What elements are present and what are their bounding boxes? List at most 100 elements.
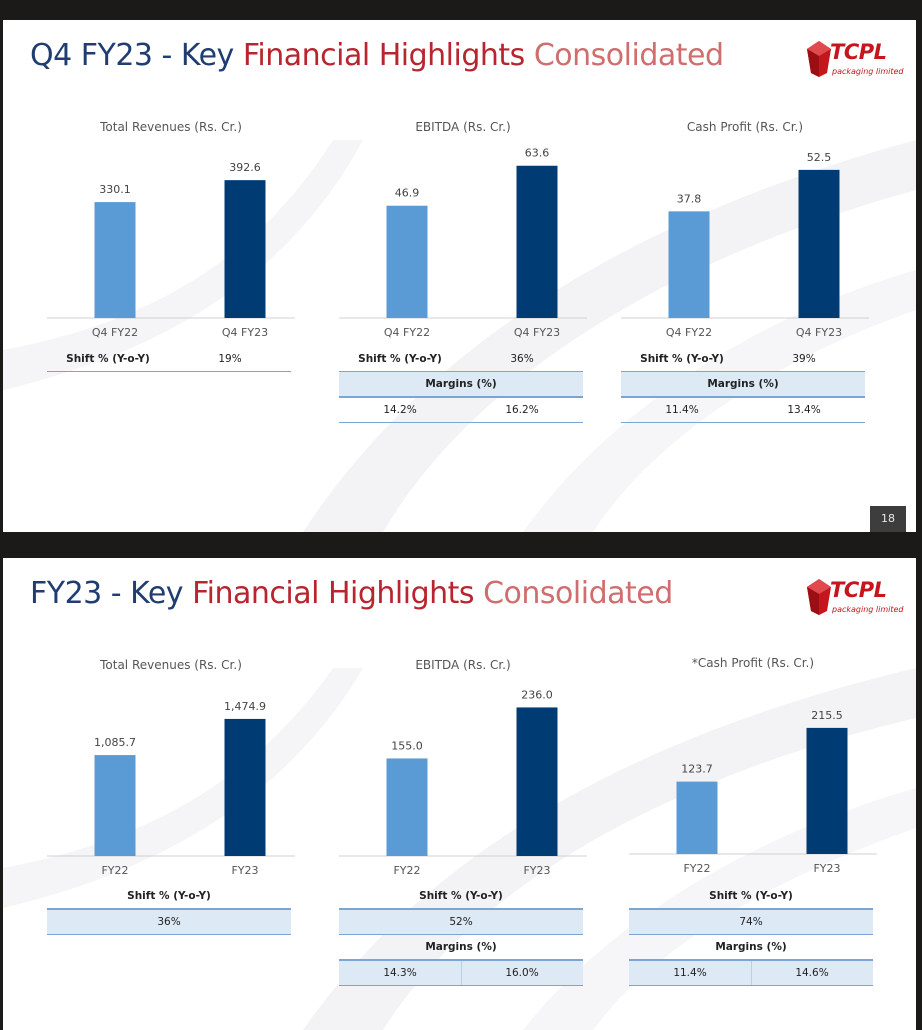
title-part-3: Consolidated bbox=[524, 38, 724, 73]
bar-chart-plot: 330.1 Q4 FY22 392.6 Q4 FY23 bbox=[47, 161, 295, 339]
value-label: 330.1 bbox=[99, 183, 131, 196]
bar-prior bbox=[676, 781, 718, 854]
chart-cash-profit-fy: 123.7 FY22 215.5 FY23 *Cash Profit (Rs. Cr.… bbox=[629, 656, 877, 896]
table-revenue-fy: Shift % (Y-o-Y) 36% bbox=[47, 884, 291, 935]
margins-header-row: Margins (%) bbox=[629, 935, 873, 961]
category-label: Q4 FY22 bbox=[384, 326, 430, 339]
title-part-1: FY23 - Key bbox=[30, 576, 193, 611]
logo-brand: TCPL bbox=[830, 578, 887, 602]
bar-chart-plot: 1,085.7 FY22 1,474.9 FY23 bbox=[47, 700, 295, 877]
chart-title: EBITDA (Rs. Cr.) bbox=[415, 658, 511, 672]
shift-label: Shift % (Y-o-Y) bbox=[358, 353, 442, 365]
page-number: 18 bbox=[870, 506, 906, 532]
margin-current: 16.0% bbox=[505, 967, 539, 979]
value-label: 155.0 bbox=[391, 739, 423, 752]
table-cash-profit-q4: Shift % (Y-o-Y) 39% Margins (%) 11.4% 13… bbox=[621, 347, 865, 423]
slide-q4-fy23: Q4 FY23 - Key Financial Highlights Conso… bbox=[3, 20, 916, 532]
background-swoosh bbox=[3, 140, 916, 532]
margins-row: 14.2% 16.2% bbox=[339, 398, 583, 423]
bar-current bbox=[516, 707, 558, 856]
logo-tagline: packaging limited bbox=[832, 605, 904, 614]
category-label: Q4 FY23 bbox=[222, 326, 268, 339]
shift-row: 74% bbox=[629, 910, 873, 935]
shift-label: Shift % (Y-o-Y) bbox=[709, 890, 793, 902]
title-part-2: Financial Highlights bbox=[242, 38, 525, 73]
shift-value: 36% bbox=[510, 353, 534, 365]
chart-title: *Cash Profit (Rs. Cr.) bbox=[691, 656, 815, 670]
bar-chart-plot: 155.0 FY22 236.0 FY23 bbox=[339, 688, 587, 877]
shift-value: 36% bbox=[157, 916, 181, 928]
category-label: FY23 bbox=[523, 864, 550, 877]
margins-row: 14.3% 16.0% bbox=[339, 961, 583, 986]
bar-prior bbox=[668, 211, 710, 318]
shift-header-row: Shift % (Y-o-Y) bbox=[47, 884, 291, 910]
bar-prior bbox=[386, 205, 428, 318]
shift-value: 52% bbox=[449, 916, 473, 928]
title-part-3: Consolidated bbox=[474, 576, 673, 611]
value-label: 46.9 bbox=[395, 187, 420, 200]
bar-current bbox=[516, 165, 558, 318]
chart-title: Total Revenues (Rs. Cr.) bbox=[100, 658, 242, 672]
value-label: 52.5 bbox=[807, 151, 832, 164]
value-label: 1,474.9 bbox=[224, 700, 266, 713]
bar-current bbox=[224, 180, 266, 318]
category-label: Q4 FY22 bbox=[92, 326, 138, 339]
shift-row: Shift % (Y-o-Y) 39% bbox=[621, 347, 865, 372]
chart-title: Total Revenues (Rs. Cr.) bbox=[100, 120, 242, 134]
chart-cash-profit-q4: 37.8 Q4 FY22 52.5 Q4 FY23 Cash Profit (Rs. … bbox=[621, 120, 869, 360]
chart-total-revenues-fy: 1,085.7 FY22 1,474.9 FY23 Total Revenues (R… bbox=[47, 658, 295, 898]
category-label: Q4 FY22 bbox=[666, 326, 712, 339]
shift-header-row: Shift % (Y-o-Y) bbox=[339, 884, 583, 910]
shift-value: 74% bbox=[739, 916, 763, 928]
chart-ebitda-q4: 46.9 Q4 FY22 63.6 Q4 FY23 EBITDA (Rs. Cr.) bbox=[339, 120, 587, 360]
chart-title: EBITDA (Rs. Cr.) bbox=[415, 120, 511, 134]
value-label: 1,085.7 bbox=[94, 736, 136, 749]
margin-current: 14.6% bbox=[795, 967, 829, 979]
shift-label: Shift % (Y-o-Y) bbox=[66, 353, 150, 365]
shift-value: 39% bbox=[792, 353, 816, 365]
tcpl-logo: TCPL packaging limited bbox=[806, 576, 904, 624]
value-label: 236.0 bbox=[521, 688, 553, 701]
table-revenue-q4: Shift % (Y-o-Y) 19% bbox=[47, 347, 291, 372]
chart-title: Cash Profit (Rs. Cr.) bbox=[686, 120, 804, 134]
bar-prior bbox=[386, 758, 428, 856]
chart-ebitda-fy: 155.0 FY22 236.0 FY23 EBITDA (Rs. Cr.) bbox=[339, 658, 587, 898]
chart-total-revenues-q4: 330.1 Q4 FY22 392.6 Q4 FY23 Total Revenues … bbox=[47, 120, 295, 360]
margins-label: Margins (%) bbox=[425, 378, 497, 390]
cell-divider bbox=[751, 961, 752, 985]
category-label: FY22 bbox=[683, 862, 710, 875]
margins-label: Margins (%) bbox=[715, 941, 787, 953]
margins-label: Margins (%) bbox=[707, 378, 779, 390]
margins-label: Margins (%) bbox=[425, 941, 497, 953]
bar-chart-plot: 37.8 Q4 FY22 52.5 Q4 FY23 bbox=[621, 151, 869, 339]
bar-current bbox=[798, 169, 840, 318]
shift-row: Shift % (Y-o-Y) 19% bbox=[47, 347, 291, 372]
tcpl-logo: TCPL packaging limited bbox=[806, 38, 904, 86]
logo-mark-icon bbox=[807, 41, 831, 77]
bar-chart-plot: 46.9 Q4 FY22 63.6 Q4 FY23 bbox=[339, 147, 587, 339]
margin-prior: 14.2% bbox=[383, 404, 417, 416]
title-part-1: Q4 FY23 - Key bbox=[30, 38, 243, 73]
cell-divider bbox=[461, 961, 462, 985]
shift-label: Shift % (Y-o-Y) bbox=[127, 890, 211, 902]
bar-prior bbox=[94, 202, 136, 318]
slide-fy23: FY23 - Key Financial Highlights Consolid… bbox=[3, 558, 916, 1030]
value-label: 392.6 bbox=[229, 161, 261, 174]
category-label: FY23 bbox=[813, 862, 840, 875]
logo-brand: TCPL bbox=[830, 40, 887, 64]
table-ebitda-q4: Shift % (Y-o-Y) 36% Margins (%) 14.2% 16… bbox=[339, 347, 583, 423]
table-ebitda-fy: Shift % (Y-o-Y) 52% Margins (%) 14.3% 16… bbox=[339, 884, 583, 986]
category-label: Q4 FY23 bbox=[796, 326, 842, 339]
category-label: FY22 bbox=[101, 864, 128, 877]
table-cash-profit-fy: Shift % (Y-o-Y) 74% Margins (%) 11.4% 14… bbox=[629, 884, 873, 986]
margins-row: 11.4% 13.4% bbox=[621, 398, 865, 423]
bar-current bbox=[224, 718, 266, 856]
category-label: FY23 bbox=[231, 864, 258, 877]
value-label: 215.5 bbox=[811, 709, 843, 722]
value-label: 123.7 bbox=[681, 763, 713, 776]
margins-header-row: Margins (%) bbox=[339, 372, 583, 398]
margins-header-row: Margins (%) bbox=[339, 935, 583, 961]
bar-prior bbox=[94, 755, 136, 856]
margin-current: 13.4% bbox=[787, 404, 821, 416]
shift-value: 19% bbox=[218, 353, 242, 365]
